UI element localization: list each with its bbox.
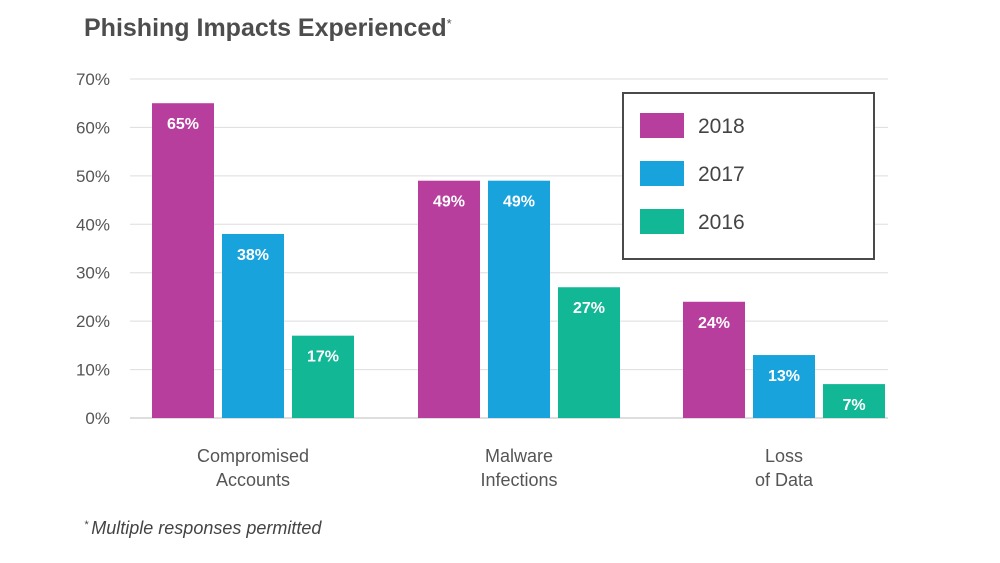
x-category-label: Accounts [216, 470, 290, 490]
data-labels: 65% 38% 17% 49% 49% 27% 24% 13% 7% [167, 116, 866, 414]
legend: 2018 2017 2016 [622, 92, 875, 260]
bar-2016-2 [823, 384, 885, 418]
title-footnote-mark: * [446, 16, 452, 31]
x-category-label: Malware [485, 446, 553, 466]
y-tick-label: 50% [76, 167, 110, 186]
data-label: 65% [167, 116, 199, 133]
data-label: 24% [698, 315, 730, 332]
legend-label-2016: 2016 [698, 211, 745, 234]
data-label: 49% [503, 194, 535, 211]
bar-2018-1 [418, 180, 480, 418]
legend-label-2018: 2018 [698, 115, 745, 138]
x-category-label: Loss [765, 446, 803, 466]
footnote: * Multiple responses permitted [84, 518, 321, 539]
y-tick-label: 0% [85, 409, 110, 428]
x-axis-categories: Compromised Accounts Malware Infections Loss… [197, 446, 814, 490]
bar-2017-2 [753, 355, 815, 418]
footnote-mark: * [84, 519, 89, 531]
x-category-label: Infections [480, 470, 557, 490]
bars [152, 103, 885, 418]
y-tick-label: 40% [76, 215, 110, 234]
data-label: 13% [768, 368, 800, 385]
y-tick-label: 10% [76, 361, 110, 380]
legend-swatch-2018 [640, 113, 684, 138]
bar-2016-0 [292, 335, 354, 418]
chart-title-text: Phishing Impacts Experienced [84, 14, 447, 42]
y-tick-label: 30% [76, 264, 110, 283]
legend-swatch-2017 [640, 161, 684, 186]
bar-2016-1 [558, 287, 620, 418]
data-label: 49% [433, 194, 465, 211]
y-axis-ticks: 0% 10% 20% 30% 40% 50% 60% 70% [76, 70, 110, 428]
x-category-label: of Data [755, 470, 814, 490]
footnote-text: Multiple responses permitted [91, 518, 322, 538]
bar-2018-0 [152, 103, 214, 418]
data-label: 27% [573, 300, 605, 317]
y-tick-label: 20% [76, 312, 110, 331]
legend-label-2017: 2017 [698, 163, 745, 186]
y-tick-label: 60% [76, 118, 110, 137]
y-tick-label: 70% [76, 70, 110, 89]
data-label: 17% [307, 349, 339, 366]
bar-2017-0 [222, 233, 284, 418]
bar-2018-2 [683, 301, 745, 418]
data-label: 7% [842, 397, 865, 414]
x-category-label: Compromised [197, 446, 309, 466]
legend-swatch-2016 [640, 209, 684, 234]
chart-title: Phishing Impacts Experienced* [84, 14, 452, 43]
bar-2017-1 [488, 180, 550, 418]
data-label: 38% [237, 247, 269, 264]
